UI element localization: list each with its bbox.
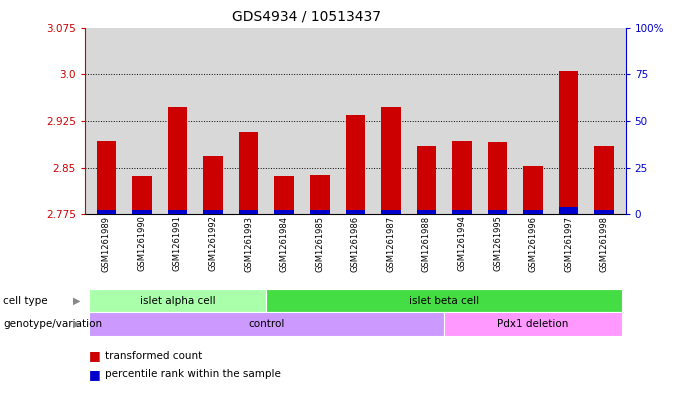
- Bar: [381, 209, 401, 214]
- Bar: [524, 210, 543, 214]
- Text: percentile rank within the sample: percentile rank within the sample: [105, 369, 282, 379]
- Bar: [559, 71, 579, 214]
- Text: ▶: ▶: [73, 319, 80, 329]
- Bar: [381, 107, 401, 214]
- Bar: [203, 156, 223, 214]
- Bar: [488, 142, 507, 214]
- Bar: [203, 210, 223, 214]
- Bar: [524, 166, 543, 214]
- Bar: [275, 176, 294, 214]
- Bar: [97, 141, 116, 214]
- Bar: [275, 210, 294, 214]
- Bar: [132, 210, 152, 214]
- Text: Pdx1 deletion: Pdx1 deletion: [498, 319, 568, 329]
- Text: ■: ■: [88, 349, 100, 362]
- Bar: [488, 210, 507, 214]
- Bar: [594, 210, 614, 214]
- Text: islet beta cell: islet beta cell: [409, 296, 479, 306]
- Bar: [417, 146, 436, 214]
- Bar: [594, 146, 614, 214]
- Bar: [417, 210, 436, 214]
- Text: islet alpha cell: islet alpha cell: [139, 296, 216, 306]
- Text: cell type: cell type: [3, 296, 48, 306]
- Bar: [168, 209, 187, 214]
- Bar: [239, 210, 258, 214]
- Bar: [310, 210, 330, 214]
- Text: transformed count: transformed count: [105, 351, 203, 361]
- Bar: [132, 176, 152, 214]
- Text: control: control: [248, 319, 284, 329]
- Bar: [310, 175, 330, 214]
- Bar: [345, 115, 365, 214]
- Bar: [559, 207, 579, 214]
- Bar: [345, 209, 365, 214]
- Bar: [97, 210, 116, 214]
- Bar: [452, 141, 472, 214]
- Bar: [239, 132, 258, 214]
- Text: ■: ■: [88, 367, 100, 381]
- Text: genotype/variation: genotype/variation: [3, 319, 103, 329]
- Bar: [168, 107, 187, 214]
- Bar: [452, 210, 472, 214]
- Text: ▶: ▶: [73, 296, 80, 306]
- Text: GDS4934 / 10513437: GDS4934 / 10513437: [231, 10, 381, 24]
